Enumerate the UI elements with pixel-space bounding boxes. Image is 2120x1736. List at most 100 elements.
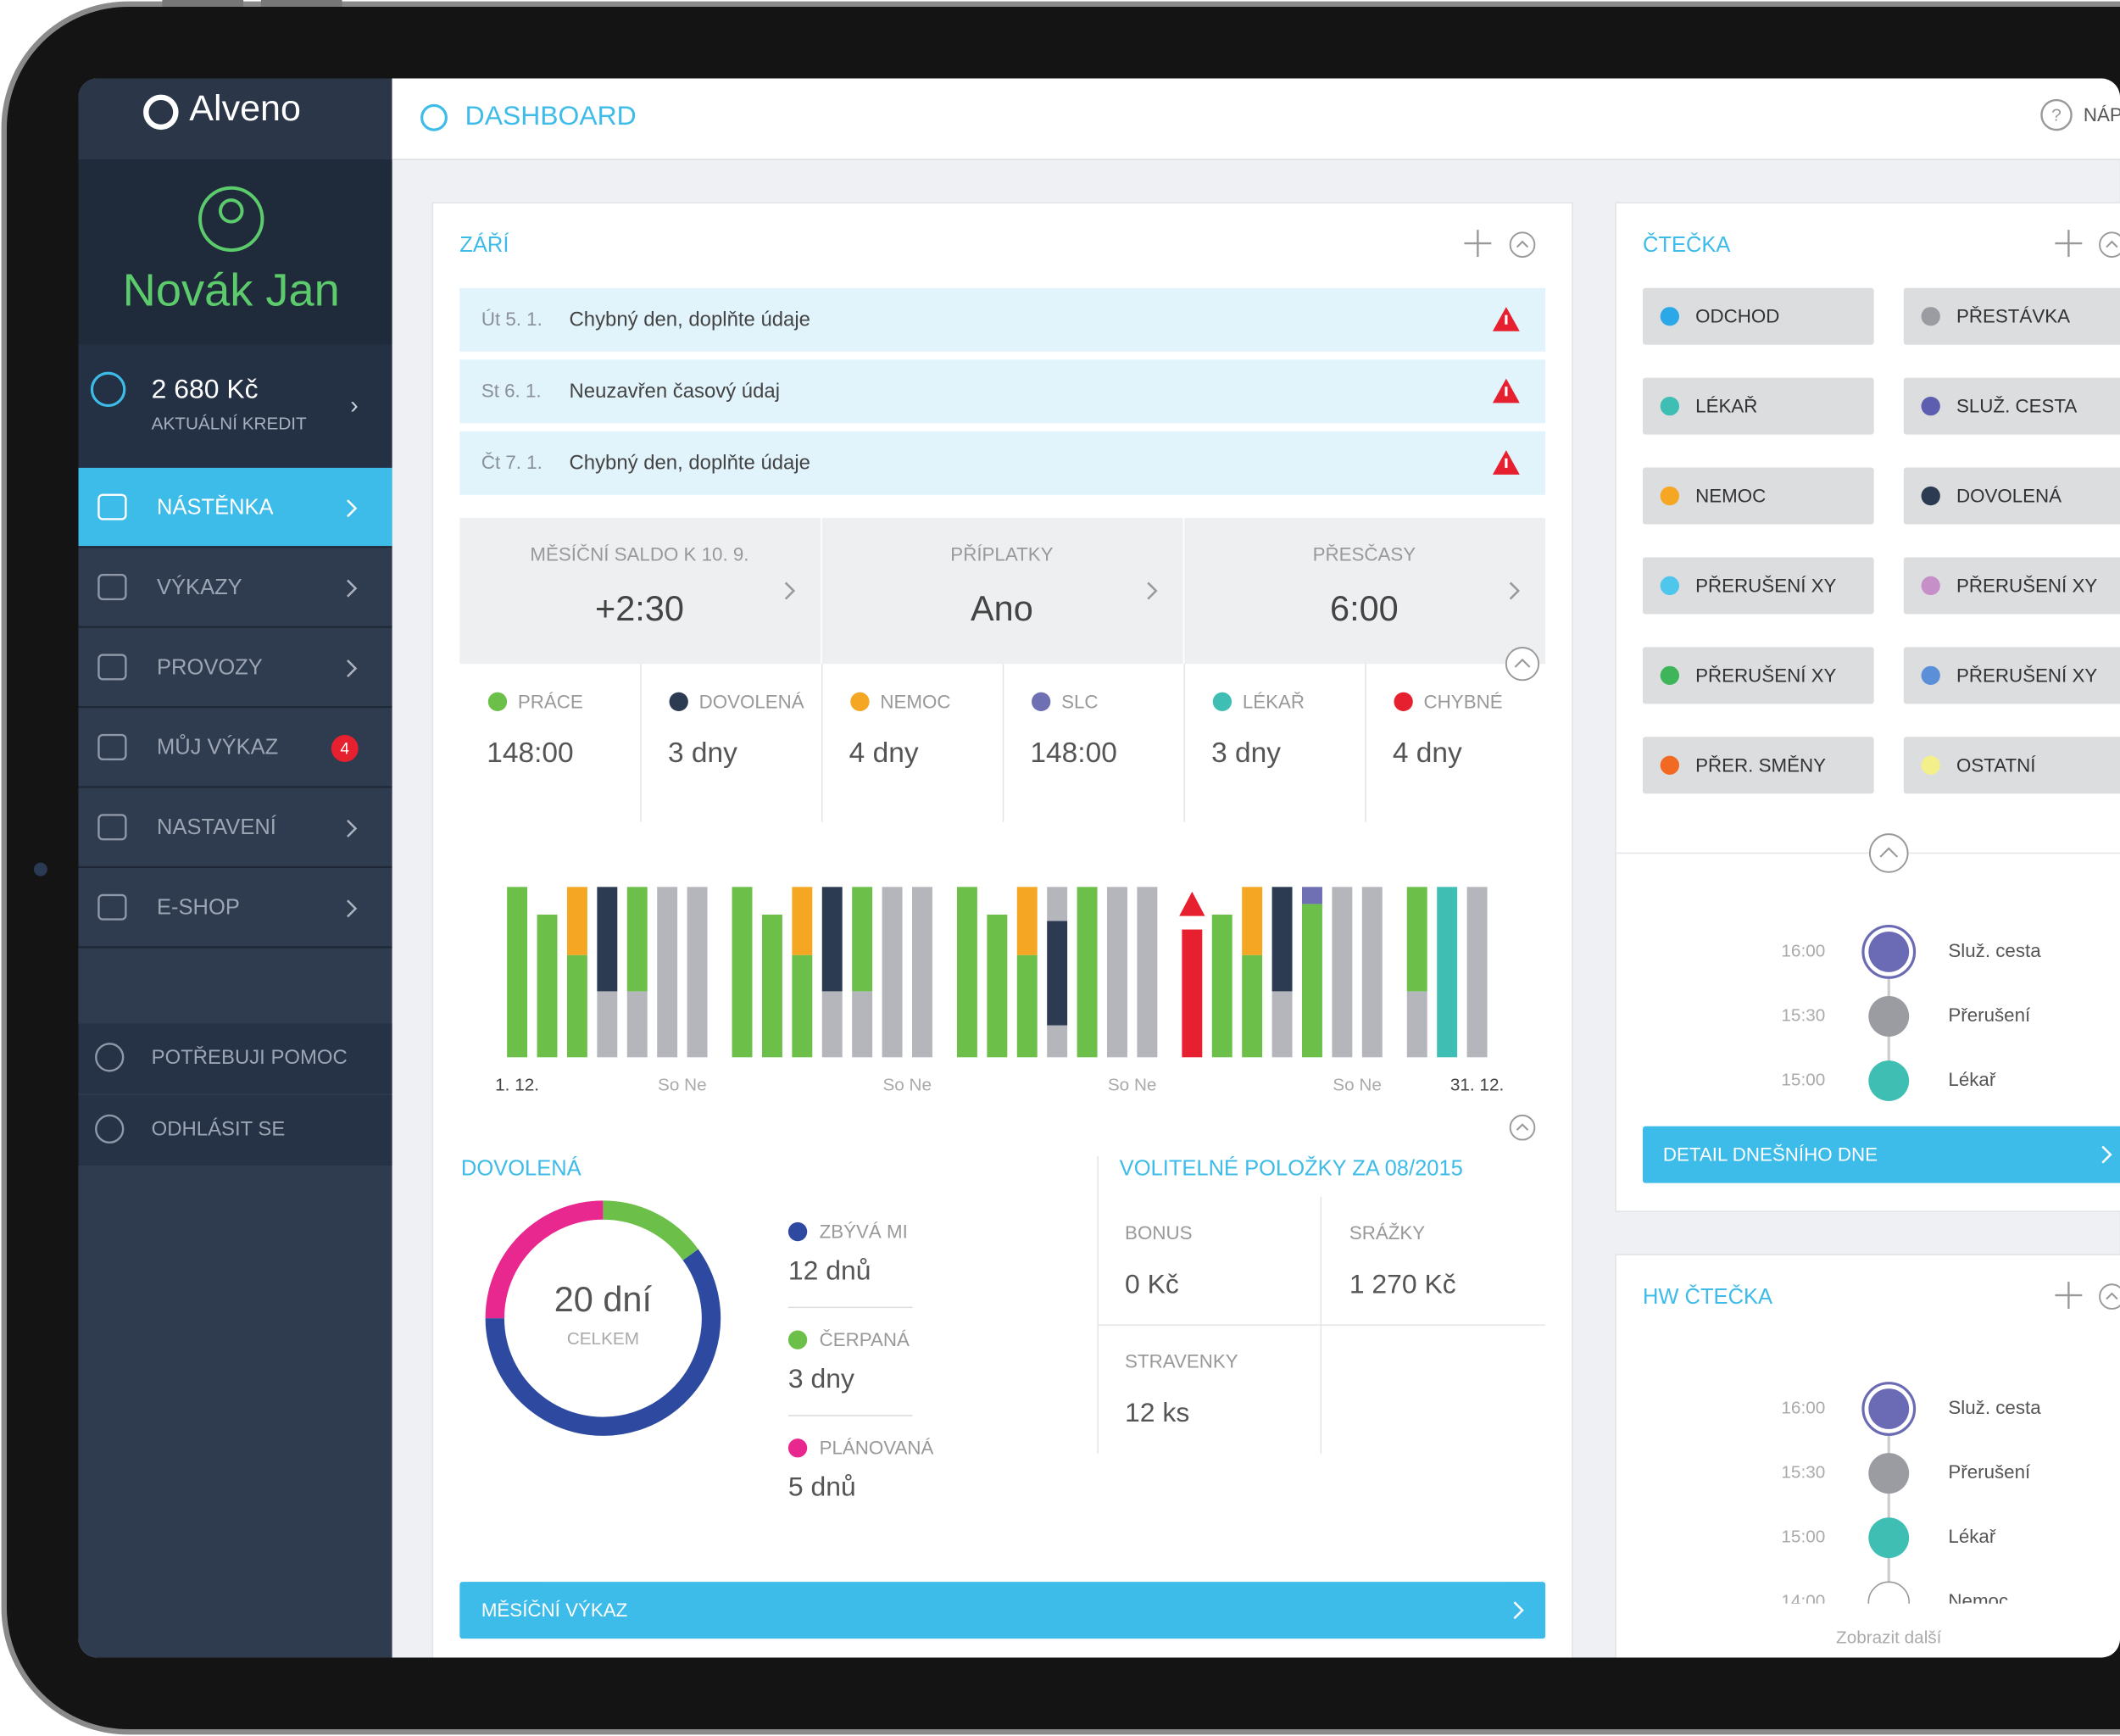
stat-box[interactable] — [1184, 517, 1546, 665]
alert-icon-mark — [1505, 387, 1508, 397]
alert-row[interactable] — [459, 431, 1546, 495]
reader-button[interactable] — [1903, 287, 2120, 345]
pie-total-label: CELKEM — [567, 1329, 639, 1349]
reader-button[interactable] — [1903, 467, 2120, 525]
collapse-button[interactable] — [1509, 231, 1536, 259]
menu-item[interactable] — [78, 467, 392, 547]
legend-value: 4 dny — [849, 737, 919, 769]
optional-value: 12 ks — [1125, 1397, 1189, 1427]
footer-item[interactable] — [78, 1094, 392, 1166]
bar-segment — [882, 887, 903, 1058]
move-icon[interactable] — [2055, 1282, 2083, 1309]
reader-button-label: PŘER. SMĚNY — [1695, 754, 1826, 776]
timeline-time: 16:00 — [1781, 1398, 1825, 1417]
menu-item[interactable] — [78, 627, 392, 707]
pie-value-label: 12 dnů — [788, 1255, 871, 1285]
x-tick-label: 1. 12. — [495, 1075, 539, 1094]
menu-item[interactable] — [78, 548, 392, 626]
reader-button-dot — [1921, 665, 1940, 686]
menu-item[interactable] — [78, 787, 392, 867]
bar-segment — [687, 887, 708, 1058]
timeline-dot — [1868, 996, 1910, 1037]
collapse-button[interactable] — [2099, 1283, 2120, 1310]
chevron — [347, 499, 358, 518]
legend-name: DOVOLENÁ — [699, 691, 804, 712]
primary-button[interactable] — [459, 1582, 1546, 1639]
alert-text: Neuzavřen časový údaj — [570, 380, 781, 403]
reader-button[interactable] — [1642, 557, 1874, 615]
bar-segment — [1182, 929, 1203, 1058]
reader-button[interactable] — [1642, 467, 1874, 525]
stat-box[interactable] — [821, 517, 1183, 665]
reader-button[interactable] — [1642, 287, 1874, 345]
reader-button-label: DOVOLENÁ — [1956, 486, 2062, 507]
credit-box — [78, 344, 392, 468]
collapse-button[interactable] — [2099, 231, 2120, 259]
timeline-dot — [1868, 931, 1910, 972]
collapse-icon — [1516, 1123, 1529, 1131]
stat-value: Ano — [971, 588, 1033, 628]
show-more[interactable]: Zobrazit další — [1836, 1628, 1942, 1648]
bar-segment — [1047, 1025, 1068, 1058]
menu-icon — [97, 493, 127, 520]
bar-segment — [1271, 887, 1293, 992]
bar-segment — [912, 887, 932, 1058]
badge-count: 4 — [340, 741, 349, 759]
timeline-dot — [1868, 1517, 1910, 1559]
timeline-dot — [1868, 1388, 1910, 1429]
legend-name: PRÁCE — [518, 691, 583, 712]
timeline-label: Lékař — [1948, 1069, 1995, 1090]
bar-segment — [537, 914, 558, 1058]
legend-value: 4 dny — [1393, 737, 1462, 769]
move-icon[interactable] — [2055, 230, 2083, 258]
timeline-time: 14:00 — [1781, 1592, 1825, 1611]
screen: Alveno Novák Jan 2 680 Kč AKTUÁLNÍ KREDI… — [78, 78, 2120, 1658]
x-tick-label: So Ne — [882, 1075, 932, 1094]
collapse-button[interactable] — [1509, 1114, 1536, 1141]
alert-date: Út 5. 1. — [481, 309, 543, 330]
chevron — [347, 819, 358, 837]
collapse-button[interactable] — [1505, 647, 1540, 682]
alert-icon-mark — [1505, 314, 1508, 325]
optional-value: 1 270 Kč — [1349, 1268, 1456, 1299]
stat-label: MĚSÍČNÍ SALDO K 10. 9. — [530, 543, 748, 565]
menu-label: PROVOZY — [157, 655, 263, 679]
credit-amount: 2 680 Kč — [152, 373, 259, 403]
help-icon-mark: ? — [2051, 106, 2062, 125]
footer-item[interactable] — [78, 1023, 392, 1094]
timeline-label: Služ. cesta — [1948, 940, 2041, 961]
alert-row[interactable] — [459, 359, 1546, 424]
menu-icon — [97, 654, 127, 681]
optional-value: 0 Kč — [1125, 1268, 1179, 1299]
stat-box[interactable] — [459, 517, 821, 665]
footer-menu: POTŘEBUJI POMOC ODHLÁSIT SE — [78, 1023, 392, 1166]
reader-button[interactable] — [1903, 377, 2120, 435]
reader-button[interactable] — [1903, 647, 2120, 704]
help-icon[interactable] — [2040, 98, 2073, 131]
reader-button-dot — [1660, 576, 1680, 596]
bar-segment — [566, 954, 587, 1058]
menu-item[interactable] — [78, 868, 392, 947]
logo: Alveno — [189, 88, 301, 129]
collapse-button[interactable] — [1868, 833, 1909, 873]
logo-icon — [143, 94, 179, 131]
pie-legend-dot — [787, 1330, 808, 1349]
menu-label: VÝKAZY — [157, 575, 242, 599]
timeline-dot — [1868, 1453, 1910, 1494]
reader-button[interactable] — [1642, 737, 1874, 794]
legend-dot — [850, 692, 870, 711]
primary-button[interactable] — [1642, 1126, 2120, 1183]
alert-row[interactable] — [459, 287, 1546, 352]
reader-button[interactable] — [1642, 647, 1874, 704]
help-label[interactable]: NÁP — [2084, 104, 2120, 125]
move-icon[interactable] — [1464, 230, 1492, 258]
chevron — [347, 659, 358, 678]
footer-icon — [95, 1043, 125, 1072]
reader-panel — [1615, 202, 2120, 1212]
reader-button[interactable] — [1903, 557, 2120, 615]
bar-segment — [1466, 887, 1488, 1058]
timeline-dot — [1868, 1060, 1910, 1101]
reader-button[interactable] — [1903, 737, 2120, 794]
avatar-head — [219, 198, 244, 224]
reader-button[interactable] — [1642, 377, 1874, 435]
